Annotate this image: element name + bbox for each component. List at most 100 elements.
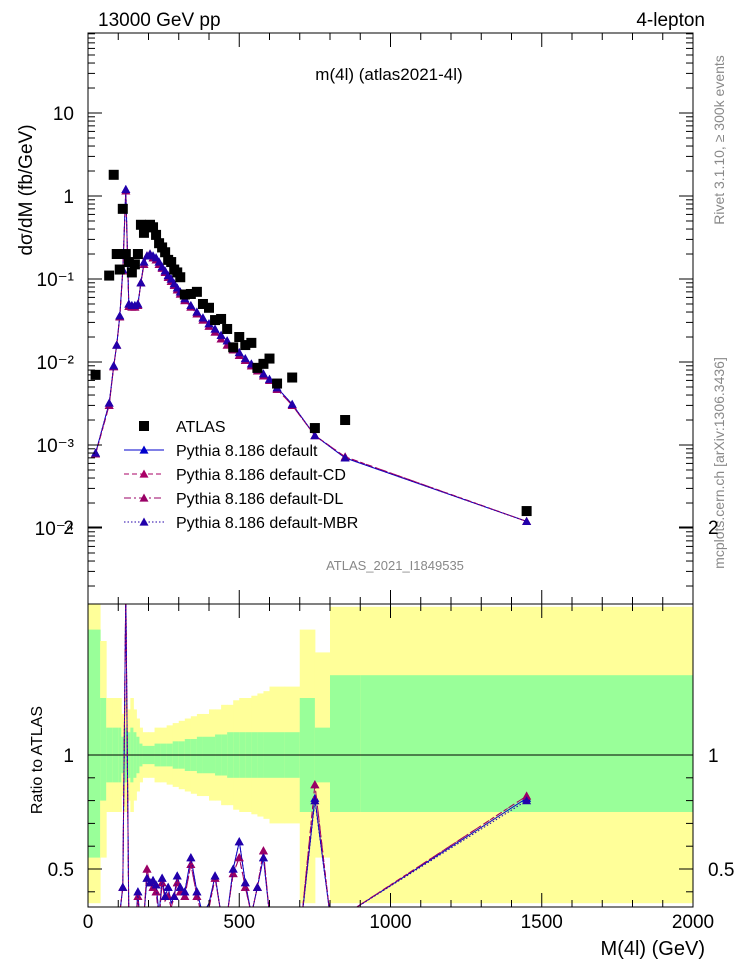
atlas-point bbox=[135, 219, 146, 230]
series-point-dotted bbox=[104, 398, 114, 407]
y-tick-label: 10 bbox=[53, 104, 74, 125]
series-point-dotted bbox=[154, 257, 164, 266]
series-point-dotted bbox=[186, 300, 196, 310]
x-tick-label: 1500 bbox=[521, 912, 563, 933]
ratio-point-dashdot bbox=[142, 864, 152, 873]
ratio-point-dotted bbox=[151, 880, 161, 889]
ratio-point-dashdot bbox=[157, 878, 167, 887]
atlas-point bbox=[210, 315, 221, 326]
atlas-point bbox=[111, 249, 122, 260]
ratio-point-dashdot bbox=[151, 887, 161, 896]
ratio-point-dotted bbox=[172, 871, 182, 880]
ratio-point-dotted bbox=[118, 882, 128, 891]
ratio-point-dotted bbox=[186, 853, 196, 862]
ratio-point-dotted bbox=[157, 873, 167, 882]
series-point-dotted bbox=[216, 330, 226, 339]
series-point-dotted bbox=[112, 340, 122, 349]
ratio-point-dashdot bbox=[192, 891, 202, 900]
series-point-dotted bbox=[192, 307, 202, 316]
y-tick-label: 10⁻⁴ bbox=[35, 519, 74, 540]
atlas-point bbox=[179, 289, 190, 300]
ratio-point-dotted bbox=[121, 586, 130, 594]
main-y-tick-labels: 10 1 10⁻¹ 10⁻² 10⁻³ 10⁻⁴ bbox=[35, 104, 74, 540]
atlas-point bbox=[132, 249, 143, 260]
atlas-point bbox=[108, 169, 119, 180]
y-tick-label: 10⁻¹ bbox=[37, 270, 75, 291]
ratio-point-dashdot bbox=[133, 891, 143, 900]
main-panel: 10 1 10⁻¹ 10⁻² 10⁻³ 10⁻⁴ m(4l) (atlas2021-4l)… bbox=[16, 32, 694, 605]
legend-marker-solid bbox=[139, 445, 149, 454]
series-point-dotted bbox=[121, 184, 131, 194]
series-point-dotted bbox=[198, 313, 208, 322]
series-point-dotted bbox=[210, 324, 220, 333]
ratio-point-dotted bbox=[310, 796, 320, 805]
series-point-dotted bbox=[133, 299, 143, 308]
main-ticks bbox=[87, 33, 694, 604]
atlas-point bbox=[104, 270, 115, 281]
legend: ATLAS Pythia 8.186 default Pythia 8.186 de… bbox=[124, 419, 358, 532]
atlas-point bbox=[160, 247, 171, 258]
ratio-point-dotted bbox=[522, 796, 532, 805]
y-tick-label: 1 bbox=[63, 187, 74, 208]
atlas-point bbox=[148, 222, 159, 233]
legend-marker-dashdot bbox=[139, 493, 149, 502]
ratio-point-dotted bbox=[240, 878, 250, 887]
side-label-top: Rivet 3.1.10, ≥ 300k events bbox=[711, 55, 727, 225]
series-point-dotted bbox=[287, 399, 297, 408]
ratio-point-dashdot bbox=[310, 780, 320, 789]
plot-title: m(4l) (atlas2021-4l) bbox=[315, 65, 462, 84]
atlas-point bbox=[216, 313, 227, 324]
ratio-y-tick-label-right: 1 bbox=[708, 746, 719, 767]
y-tick-label: 10⁻² bbox=[37, 353, 75, 374]
ratio-point-dotted bbox=[234, 837, 244, 846]
legend-label: Pythia 8.186 default-MBR bbox=[176, 515, 358, 532]
ratio-point-dashdot bbox=[522, 791, 532, 800]
ratio-point-dotted bbox=[169, 891, 179, 900]
ratio-tick-labels: 0.5 0.5 1 1 2 2 0 500 1000 1500 2000 bbox=[48, 518, 735, 933]
ratio-point-dashdot bbox=[228, 869, 238, 878]
series-point-dotted bbox=[265, 374, 274, 383]
atlas-point bbox=[228, 342, 239, 353]
ratio-y-axis-label: Ratio to ATLAS bbox=[29, 706, 46, 814]
inner-band-bin bbox=[100, 698, 107, 801]
y-tick-label: 10⁻³ bbox=[37, 436, 75, 457]
atlas-point bbox=[264, 353, 275, 364]
atlas-point bbox=[258, 358, 269, 369]
inner-band-bin bbox=[360, 675, 694, 812]
ratio-point-dashdot bbox=[186, 859, 196, 869]
main-series-layer bbox=[90, 169, 532, 526]
series-point-dotted bbox=[115, 311, 125, 320]
ratio-point-dotted bbox=[228, 864, 238, 873]
atlas-point bbox=[309, 423, 320, 434]
atlas-point bbox=[197, 298, 208, 309]
series-point-dotted bbox=[91, 448, 101, 457]
atlas-point bbox=[204, 302, 214, 313]
atlas-point bbox=[114, 264, 125, 275]
series-point-dotted bbox=[310, 431, 320, 440]
series-point-dotted bbox=[139, 257, 149, 266]
ratio-y-tick-label: 0.5 bbox=[48, 860, 74, 881]
ratio-point-dashdot bbox=[180, 891, 190, 900]
ratio-point-dashed bbox=[121, 586, 130, 594]
ratio-point-dotted bbox=[210, 871, 220, 880]
x-axis-label: M(4l) (GeV) bbox=[601, 938, 705, 960]
atlas-point bbox=[175, 272, 186, 283]
atlas-point bbox=[166, 257, 177, 268]
ratio-point-dashdot bbox=[240, 882, 250, 891]
ratio-series-layer bbox=[118, 586, 532, 907]
ratio-bands bbox=[88, 604, 694, 904]
legend-marker-dashed bbox=[139, 469, 149, 478]
atlas-point bbox=[151, 229, 162, 240]
ratio-point-dotted bbox=[163, 882, 173, 891]
x-tick-label: 1000 bbox=[369, 912, 411, 933]
legend-label: Pythia 8.186 default-DL bbox=[176, 491, 343, 508]
y-axis-label: dσ/dM (fb/GeV) bbox=[16, 124, 37, 255]
ratio-point-dashdot bbox=[258, 846, 268, 855]
ratio-ticks bbox=[87, 526, 694, 907]
ratio-point-dotted bbox=[192, 887, 202, 896]
ratio-y-tick-label: 2 bbox=[63, 518, 74, 539]
ratio-point-dotted bbox=[133, 887, 143, 896]
ratio-series-clip bbox=[118, 586, 532, 907]
legend-label: ATLAS bbox=[176, 419, 226, 436]
